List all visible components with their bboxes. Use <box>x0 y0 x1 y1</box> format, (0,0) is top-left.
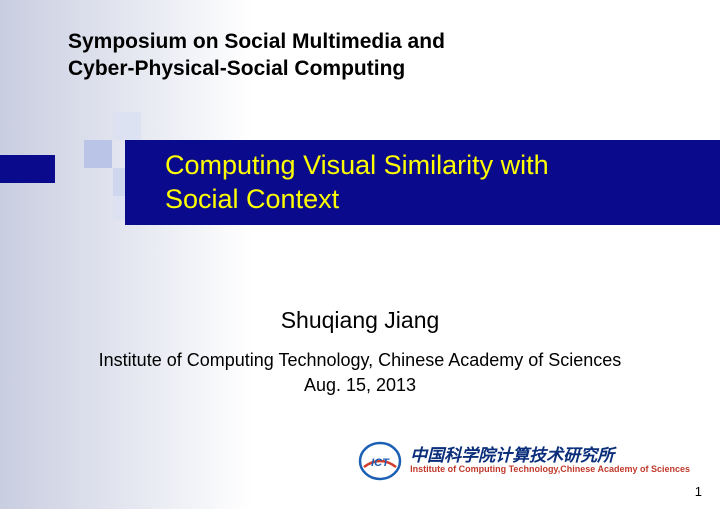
title-bar: Computing Visual Similarity with Social … <box>125 140 720 225</box>
presentation-date: Aug. 15, 2013 <box>0 375 720 396</box>
logo-text-block: 中国科学院计算技术研究所 Institute of Computing Tech… <box>410 447 690 475</box>
institute-logo: ICT 中国科学院计算技术研究所 Institute of Computing … <box>358 441 690 481</box>
deco-square <box>0 155 55 183</box>
ict-logo-mark: ICT <box>358 441 402 481</box>
affiliation: Institute of Computing Technology, Chine… <box>0 350 720 371</box>
ict-label: ICT <box>371 457 390 469</box>
author-name: Shuqiang Jiang <box>0 307 720 334</box>
header-line-1: Symposium on Social Multimedia and <box>68 28 680 55</box>
logo-chinese-text: 中国科学院计算技术研究所 <box>410 447 690 464</box>
deco-square <box>84 140 112 168</box>
title-line-2: Social Context <box>165 183 700 217</box>
logo-english-text: Institute of Computing Technology,Chines… <box>410 464 690 475</box>
symposium-header: Symposium on Social Multimedia and Cyber… <box>68 28 680 83</box>
deco-square <box>113 112 141 140</box>
title-line-1: Computing Visual Similarity with <box>165 149 700 183</box>
page-number: 1 <box>695 484 702 499</box>
header-line-2: Cyber-Physical-Social Computing <box>68 55 680 82</box>
